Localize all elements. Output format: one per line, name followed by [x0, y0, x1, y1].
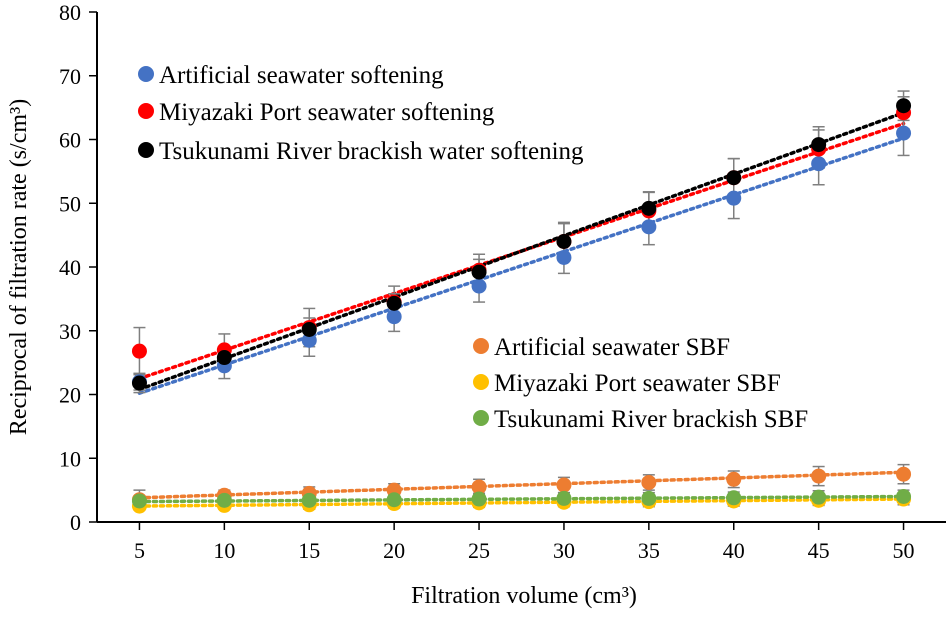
trendlines	[137, 110, 906, 508]
legend-entry: Miyazaki Port seawater SBF	[473, 370, 781, 397]
x-tick-label: 5	[134, 538, 145, 563]
data-point-series-1	[811, 156, 827, 172]
y-tick-label: 80	[59, 0, 81, 25]
legend-entry: Miyazaki Port seawater softening	[138, 99, 495, 126]
data-point-series-6	[471, 491, 487, 507]
data-point-series-3	[131, 375, 147, 391]
data-point-series-6	[556, 490, 572, 506]
data-point-series-4	[811, 468, 827, 484]
x-tick-label: 25	[468, 538, 490, 563]
data-point-series-2	[131, 343, 147, 359]
legend-marker	[138, 142, 154, 158]
legends: Artificial seawater softening Miyazaki Po…	[138, 62, 808, 433]
data-point-series-6	[301, 492, 317, 508]
data-point-series-1	[641, 219, 657, 235]
x-axis-title: Filtration volume (cm³)	[411, 583, 637, 609]
data-point-series-1	[301, 332, 317, 348]
data-point-series-6	[216, 492, 232, 508]
y-tick-label: 40	[59, 255, 81, 280]
data-point-series-3	[811, 137, 827, 153]
data-point-series-4	[896, 466, 912, 482]
legend-marker	[138, 66, 154, 82]
x-tick-label: 45	[808, 538, 830, 563]
data-point-series-1	[556, 249, 572, 265]
legend-label: Artificial seawater softening	[159, 62, 444, 89]
data-point-series-4	[641, 474, 657, 490]
data-point-series-3	[726, 170, 742, 186]
data-point-series-1	[896, 125, 912, 141]
data-point-series-1	[386, 309, 402, 325]
y-tick-label: 70	[59, 64, 81, 89]
data-point-series-3	[556, 234, 572, 249]
y-tick-label: 20	[59, 383, 81, 408]
data-point-series-4	[471, 479, 487, 495]
markers	[131, 98, 912, 514]
legend-entry: Artificial seawater softening	[138, 62, 444, 89]
y-tick-label: 30	[59, 319, 81, 344]
data-point-series-4	[726, 471, 742, 487]
y-tick-label: 50	[59, 191, 81, 216]
data-point-series-6	[641, 490, 657, 506]
axes	[89, 11, 946, 530]
legend-marker	[473, 374, 489, 390]
data-point-series-1	[471, 278, 487, 294]
legend-marker	[138, 103, 154, 119]
y-axis-title: Reciprocal of filtration rate (s/cm³)	[6, 99, 32, 435]
y-tick-label: 0	[70, 510, 81, 535]
data-point-series-3	[471, 264, 487, 280]
tick-labels: 0 10 20 30 40 50 60 70 80 5 10 15 20 25 30 35 40 45 50	[59, 0, 915, 563]
legend-marker	[473, 410, 489, 426]
data-point-series-3	[896, 98, 912, 114]
trendline-series-6	[137, 494, 906, 504]
data-point-series-3	[216, 350, 232, 366]
legend-marker	[473, 338, 489, 354]
data-point-series-6	[726, 490, 742, 506]
x-tick-label: 35	[638, 538, 660, 563]
x-tick-label: 30	[553, 538, 575, 563]
data-point-series-3	[641, 200, 657, 216]
data-point-series-1	[726, 190, 742, 206]
y-tick-label: 60	[59, 128, 81, 153]
x-tick-label: 20	[383, 538, 405, 563]
data-point-series-6	[896, 489, 912, 504]
data-point-series-6	[386, 492, 402, 508]
x-tick-label: 10	[213, 538, 235, 563]
legend-entry: Artificial seawater SBF	[473, 334, 730, 361]
legend-entry: Tsukunami River brackish water softening	[138, 138, 584, 165]
trendline-series-4	[137, 470, 906, 500]
legend-entry: Tsukunami River brackish SBF	[473, 406, 808, 433]
data-point-series-6	[131, 493, 147, 509]
data-point-series-3	[301, 321, 317, 337]
data-point-series-3	[386, 295, 402, 311]
trendline-series-3	[137, 110, 906, 392]
legend-label: Miyazaki Port seawater SBF	[494, 370, 781, 397]
data-point-series-6	[811, 489, 827, 505]
trendline-series-5	[137, 497, 906, 508]
x-tick-label: 50	[893, 538, 915, 563]
x-tick-label: 15	[298, 538, 320, 563]
x-tick-label: 40	[723, 538, 745, 563]
legend-label: Miyazaki Port seawater softening	[159, 99, 495, 126]
trendline-series-1	[137, 136, 906, 395]
legend-label: Artificial seawater SBF	[494, 334, 730, 361]
legend-label: Tsukunami River brackish water softening	[159, 138, 584, 165]
data-point-series-4	[556, 477, 572, 493]
legend-label: Tsukunami River brackish SBF	[494, 406, 808, 433]
y-tick-label: 10	[59, 446, 81, 471]
